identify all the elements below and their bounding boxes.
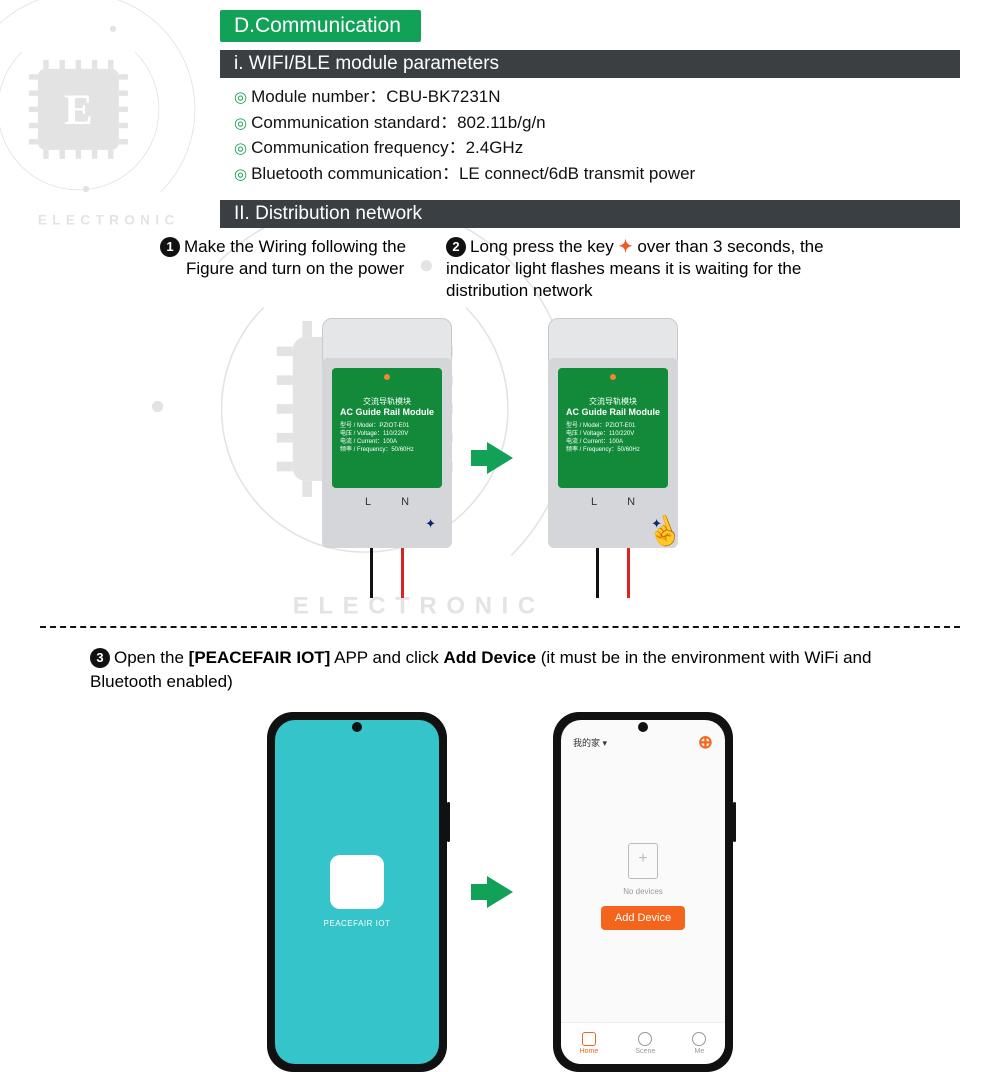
bluetooth-small-icon: ✦	[425, 516, 436, 532]
add-device-button[interactable]: Add Device	[601, 906, 685, 930]
param-module-number: Module number：CBU-BK7231N	[234, 84, 960, 110]
param-bluetooth: Bluetooth communication：LE connect/6dB t…	[234, 161, 960, 187]
section-d-header: D.Communication	[220, 10, 421, 42]
led-icon	[384, 374, 390, 380]
subsection-2-header: II. Distribution network	[220, 200, 960, 228]
tab-home[interactable]: Home	[580, 1032, 599, 1055]
step-3-badge: 3	[90, 648, 110, 668]
tab-me[interactable]: Me	[692, 1032, 706, 1055]
phones-illustration: PEACEFAIR IOT 我的家 ▾ ⊕ No devices Add Dev…	[0, 712, 1000, 1072]
home-dropdown[interactable]: 我的家 ▾	[573, 736, 607, 749]
hand-tap-icon: ☝	[643, 510, 687, 553]
module-parameters-list: Module number：CBU-BK7231N Communication …	[234, 84, 960, 186]
arrow-right-icon	[487, 442, 513, 474]
arrow-right-icon	[487, 876, 513, 908]
step-3: 3Open the [PEACEFAIR IOT] APP and click …	[0, 646, 1000, 694]
step-2: 2Long press the key ✦ over than 3 second…	[446, 236, 866, 302]
device-before: 交流导轨模块 AC Guide Rail Module 型号 / Model：P…	[317, 318, 457, 598]
tab-scene[interactable]: Scene	[635, 1032, 655, 1055]
app-name-label: PEACEFAIR IOT	[324, 919, 391, 928]
step-1-badge: 1	[160, 237, 180, 257]
step-1: 1Make the Wiring following the Figure an…	[160, 236, 406, 302]
bluetooth-icon: ✦	[618, 237, 632, 256]
plus-icon[interactable]: ⊕	[698, 732, 713, 753]
devices-illustration: 交流导轨模块 AC Guide Rail Module 型号 / Model：P…	[40, 318, 960, 598]
phone-add-device: 我的家 ▾ ⊕ No devices Add Device Home Scene…	[553, 712, 733, 1072]
param-comm-standard: Communication standard：802.11b/g/n	[234, 110, 960, 136]
device-after: 交流导轨模块 AC Guide Rail Module 型号 / Model：P…	[543, 318, 683, 598]
param-comm-frequency: Communication frequency：2.4GHz	[234, 135, 960, 161]
bottom-tabs: Home Scene Me	[561, 1022, 725, 1064]
step-2-badge: 2	[446, 237, 466, 257]
document-plus-icon	[628, 843, 658, 879]
app-icon	[330, 855, 384, 909]
subsection-1-header: i. WIFI/BLE module parameters	[220, 50, 960, 78]
phone-splash: PEACEFAIR IOT	[267, 712, 447, 1072]
no-devices-label: No devices	[623, 887, 663, 896]
section-divider	[40, 626, 960, 628]
